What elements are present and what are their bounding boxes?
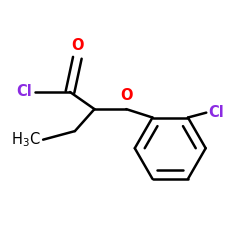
Text: Cl: Cl <box>16 84 32 100</box>
Text: O: O <box>71 38 84 53</box>
Text: H$_3$C: H$_3$C <box>11 130 41 149</box>
Text: Cl: Cl <box>209 105 224 120</box>
Text: O: O <box>120 88 132 103</box>
